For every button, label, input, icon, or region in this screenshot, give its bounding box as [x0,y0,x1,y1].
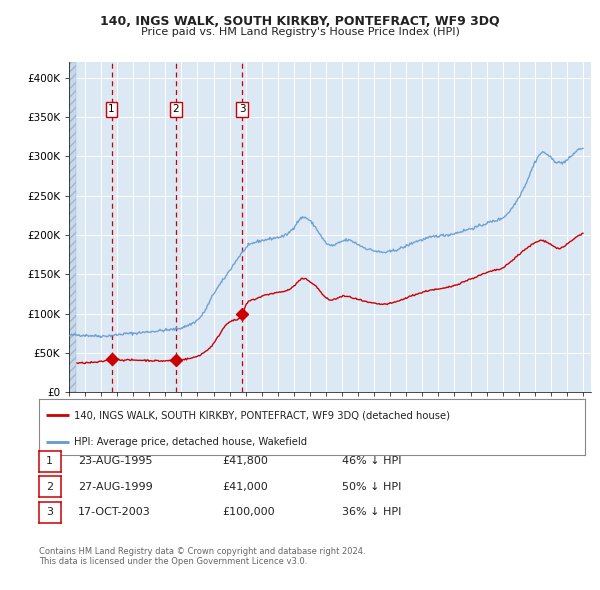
Text: 2: 2 [172,104,179,114]
Text: 3: 3 [239,104,245,114]
Text: 50% ↓ HPI: 50% ↓ HPI [342,482,401,491]
Text: Contains HM Land Registry data © Crown copyright and database right 2024.: Contains HM Land Registry data © Crown c… [39,547,365,556]
Text: HPI: Average price, detached house, Wakefield: HPI: Average price, detached house, Wake… [74,437,308,447]
Text: Price paid vs. HM Land Registry's House Price Index (HPI): Price paid vs. HM Land Registry's House … [140,27,460,37]
Text: 1: 1 [108,104,115,114]
Text: 36% ↓ HPI: 36% ↓ HPI [342,507,401,517]
Text: 3: 3 [46,507,53,517]
Text: 17-OCT-2003: 17-OCT-2003 [78,507,151,517]
Text: £41,000: £41,000 [222,482,268,491]
Text: 140, INGS WALK, SOUTH KIRKBY, PONTEFRACT, WF9 3DQ (detached house): 140, INGS WALK, SOUTH KIRKBY, PONTEFRACT… [74,410,451,420]
Bar [69,62,76,392]
Text: 27-AUG-1999: 27-AUG-1999 [78,482,153,491]
Text: 23-AUG-1995: 23-AUG-1995 [78,457,152,466]
Text: This data is licensed under the Open Government Licence v3.0.: This data is licensed under the Open Gov… [39,558,307,566]
Text: 140, INGS WALK, SOUTH KIRKBY, PONTEFRACT, WF9 3DQ: 140, INGS WALK, SOUTH KIRKBY, PONTEFRACT… [100,15,500,28]
Text: 2: 2 [46,482,53,491]
Text: £100,000: £100,000 [222,507,275,517]
Text: £41,800: £41,800 [222,457,268,466]
Text: 46% ↓ HPI: 46% ↓ HPI [342,457,401,466]
Text: 1: 1 [46,457,53,466]
